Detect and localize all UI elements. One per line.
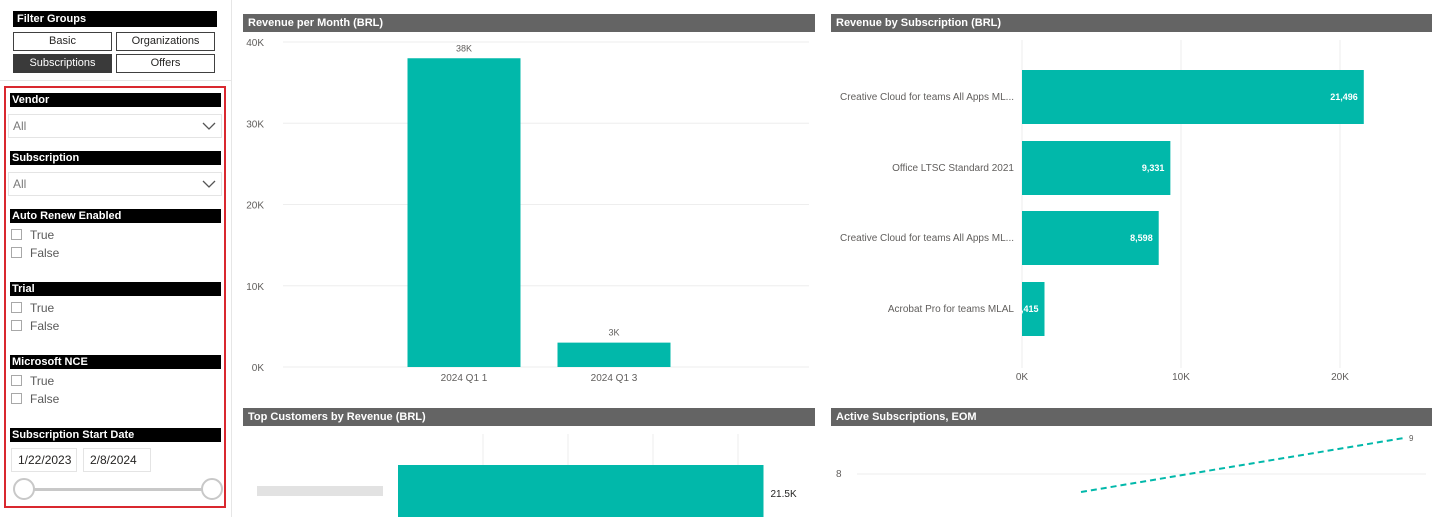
vendor-filter-label: Vendor — [10, 93, 221, 107]
data-label: 9,331 — [1142, 163, 1165, 173]
trial-false-option[interactable]: False — [11, 318, 59, 334]
filter-groups-title: Filter Groups — [13, 11, 217, 27]
option-label: True — [30, 374, 55, 388]
bar — [1022, 282, 1045, 336]
chevron-down-icon — [202, 180, 216, 188]
data-label: 3K — [608, 328, 619, 338]
top-customers-chart: 21.5K — [257, 434, 797, 517]
revenue-per-month-title: Revenue per Month (BRL) — [243, 14, 815, 32]
option-label: True — [30, 301, 55, 315]
filter-group-basic-button[interactable]: Basic — [13, 32, 112, 51]
option-label: False — [30, 392, 60, 406]
data-label: 38K — [456, 43, 472, 53]
vendor-dropdown[interactable]: All — [8, 114, 222, 138]
filter-group-organizations-button[interactable]: Organizations — [116, 32, 215, 51]
bar — [1022, 70, 1364, 124]
nce-false-option[interactable]: False — [11, 391, 59, 407]
nce-true-option[interactable]: True — [11, 373, 54, 389]
start-date-from-input[interactable]: 1/22/2023 — [11, 448, 77, 472]
option-label: False — [30, 246, 60, 260]
date-range-slider-track[interactable] — [22, 488, 212, 491]
bar — [1022, 211, 1159, 265]
revenue-per-month-chart: 40K 30K 20K 10K 0K 38K 2024 Q1 1 3K 2024 Q1 3 — [246, 38, 809, 384]
chevron-down-icon — [202, 122, 216, 130]
x-tick-label: 10K — [1172, 372, 1190, 383]
start-date-filter-label: Subscription Start Date — [10, 428, 221, 442]
subscription-filters-panel — [4, 86, 226, 508]
revenue-by-subscription-chart: 0K 10K 20K 21,496 Creative Cloud for teams A… — [840, 40, 1364, 383]
bar — [557, 342, 671, 367]
date-range-start-handle[interactable] — [13, 478, 35, 500]
filter-pane: Filter Groups Basic Organizations Subscr… — [0, 0, 232, 517]
series-line — [1080, 437, 1405, 493]
checkbox[interactable] — [11, 229, 22, 240]
checkbox[interactable] — [11, 375, 22, 386]
y-tick-label: 10K — [246, 282, 264, 293]
auto-renew-true-option[interactable]: True — [11, 227, 54, 243]
data-label: 1,415 — [1016, 304, 1039, 314]
data-label: 21,496 — [1330, 92, 1358, 102]
checkbox[interactable] — [11, 320, 22, 331]
filter-group-offers-button[interactable]: Offers — [116, 54, 215, 73]
y-tick-label: 20K — [246, 201, 264, 212]
option-label: False — [30, 319, 60, 333]
auto-renew-false-option[interactable]: False — [11, 245, 59, 261]
bar — [1022, 141, 1171, 195]
x-tick-label: 20K — [1331, 372, 1349, 383]
x-tick-label: 0K — [1016, 372, 1029, 383]
subscription-dropdown[interactable]: All — [8, 172, 222, 196]
revenue-by-subscription-title: Revenue by Subscription (BRL) — [831, 14, 1432, 32]
y-tick-label: 30K — [246, 119, 264, 130]
bar — [398, 465, 764, 517]
active-subscriptions-title: Active Subscriptions, EOM — [831, 408, 1432, 426]
date-range-end-handle[interactable] — [201, 478, 223, 500]
microsoft-nce-filter-label: Microsoft NCE — [10, 355, 221, 369]
x-tick-label: 2024 Q1 3 — [591, 373, 638, 384]
checkbox[interactable] — [11, 393, 22, 404]
subscription-filter-label: Subscription — [10, 151, 221, 165]
y-tick-label: 8 — [836, 469, 842, 480]
option-label: True — [30, 228, 55, 242]
checkbox[interactable] — [11, 247, 22, 258]
subscription-dropdown-value: All — [13, 177, 27, 191]
filter-group-subscriptions-button[interactable]: Subscriptions — [13, 54, 112, 73]
category-label: Creative Cloud for teams All Apps ML... — [840, 233, 1014, 244]
top-customers-title: Top Customers by Revenue (BRL) — [243, 408, 815, 426]
x-tick-label: 2024 Q1 1 — [441, 373, 488, 384]
bar — [407, 58, 521, 367]
start-date-to-input[interactable]: 2/8/2024 — [83, 448, 151, 472]
data-label: 9 — [1409, 434, 1414, 443]
y-tick-label: 40K — [246, 38, 264, 49]
category-label: Creative Cloud for teams All Apps ML... — [840, 92, 1014, 103]
category-label: Office LTSC Standard 2021 — [892, 163, 1014, 174]
divider — [0, 80, 232, 81]
trial-true-option[interactable]: True — [11, 300, 54, 316]
vendor-dropdown-value: All — [13, 119, 27, 133]
data-label: 21.5K — [771, 489, 797, 500]
trial-filter-label: Trial — [10, 282, 221, 296]
y-tick-label: 0K — [252, 363, 265, 374]
auto-renew-filter-label: Auto Renew Enabled — [10, 209, 221, 223]
data-label: 8,598 — [1130, 233, 1153, 243]
blurred-customer-name — [257, 486, 383, 496]
category-label: Acrobat Pro for teams MLAL — [888, 304, 1015, 315]
checkbox[interactable] — [11, 302, 22, 313]
active-subscriptions-chart: 89 — [836, 434, 1426, 493]
